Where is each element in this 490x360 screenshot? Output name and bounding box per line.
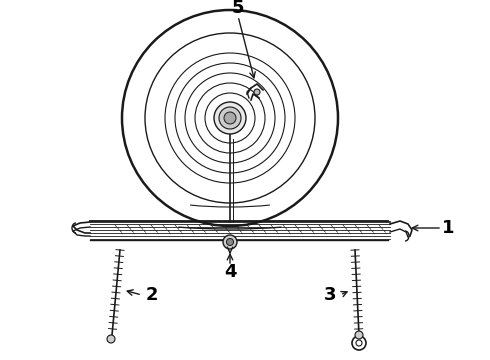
Text: 4: 4 [224,263,236,281]
Circle shape [223,235,237,249]
Circle shape [254,89,260,95]
Text: 3: 3 [324,286,336,304]
Text: 1: 1 [442,219,454,237]
Text: 5: 5 [232,0,244,17]
Circle shape [226,238,234,246]
Circle shape [107,335,115,343]
Text: 2: 2 [146,286,158,304]
Circle shape [224,112,236,124]
Circle shape [214,102,246,134]
Circle shape [355,331,363,339]
Circle shape [219,107,241,129]
